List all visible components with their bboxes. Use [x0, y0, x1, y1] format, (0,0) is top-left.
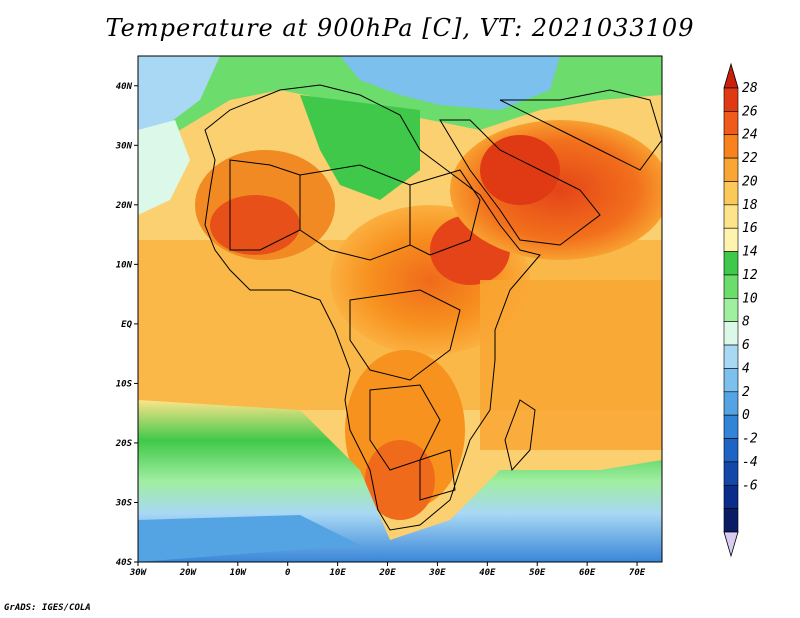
- lat-tick-label: 30N: [115, 141, 133, 151]
- map-title: Temperature at 900hPa [C], VT: 202103310…: [105, 14, 695, 42]
- colorbar-label: 2: [742, 385, 750, 400]
- colorbar-segment: [723, 391, 739, 416]
- lon-tick-label: 30W: [129, 568, 148, 578]
- lon-tick-label: 70E: [629, 568, 646, 578]
- lon-tick-label: 20W: [179, 568, 198, 578]
- colorbar-label: -6: [742, 478, 758, 493]
- colorbar-label: 10: [742, 291, 758, 306]
- colorbar-segment: [723, 111, 739, 136]
- colorbar-top-arrow: [723, 62, 739, 89]
- colorbar-segment: [723, 368, 739, 393]
- lat-tick-label: 20S: [115, 439, 133, 449]
- colorbar-label: -4: [742, 455, 758, 470]
- colorbar-segment: [723, 321, 739, 346]
- colorbar-segment: [723, 438, 739, 463]
- lat-tick-labels: 40N 30N 20N 10N EQ 10S 20S 30S 40S: [115, 82, 138, 568]
- lon-tick-labels: 30W 20W 10W 0 10E 20E 30E 40E 50E 60E 70E: [129, 562, 646, 578]
- colorbar-label: 16: [742, 221, 758, 236]
- lon-tick-label: 10W: [230, 568, 248, 578]
- plot-frame: [137, 55, 663, 563]
- lat-tick-label: 10N: [116, 260, 133, 270]
- colorbar-label: 8: [742, 315, 750, 330]
- colorbar-segment: [723, 181, 739, 206]
- colorbar-segment: [723, 134, 739, 159]
- colorbar-segment: [723, 484, 739, 509]
- lat-tick-label: 30S: [115, 498, 133, 508]
- colorbar-segment: [723, 461, 739, 486]
- lat-tick-label: EQ: [121, 320, 132, 330]
- lat-tick-label: 40N: [116, 82, 133, 92]
- colorbar-label: -2: [742, 432, 758, 447]
- country-borders: [204, 84, 662, 531]
- colorbar-segment: [723, 414, 739, 439]
- colorbar-segment: [723, 87, 739, 112]
- colorbar-segment: [723, 508, 739, 533]
- colorbar-segment: [723, 298, 739, 322]
- colorbar-segment: [723, 344, 739, 369]
- colorbar-label: 24: [742, 128, 758, 143]
- colorbar-label: 26: [742, 104, 758, 119]
- colorbar-label: 20: [742, 174, 758, 189]
- colorbar-segment: [723, 157, 739, 182]
- colorbar-segment: [723, 227, 739, 252]
- lon-tick-label: 60E: [579, 568, 596, 578]
- colorbar-segment: [723, 274, 739, 299]
- lat-tick-label: 20N: [115, 201, 133, 211]
- colorbar-label: 22: [742, 151, 758, 166]
- colorbar-segment: [723, 204, 739, 229]
- lon-tick-label: 30E: [428, 568, 446, 578]
- colorbar-label: 28: [742, 81, 758, 96]
- colorbar-bottom-arrow: [723, 531, 739, 558]
- colorbar-label: 18: [742, 198, 758, 213]
- colorbar-segment: [723, 251, 739, 276]
- grads-credit: GrADS: IGES/COLA: [4, 603, 91, 613]
- lon-tick-label: 20E: [378, 568, 396, 578]
- lon-tick-label: 40E: [479, 568, 496, 578]
- colorbar-label: 4: [742, 361, 750, 376]
- colorbar-label: 6: [742, 338, 750, 353]
- colorbar-label: 0: [742, 408, 750, 423]
- colorbar-label: 14: [742, 245, 758, 260]
- lat-tick-label: 40S: [116, 558, 133, 568]
- lon-tick-label: 10E: [329, 568, 346, 578]
- lon-tick-label: 50E: [529, 568, 546, 578]
- lat-tick-label: 10S: [116, 379, 133, 389]
- map-plot-area: [138, 56, 662, 562]
- lon-tick-label: 0: [285, 568, 291, 578]
- colorbar-label: 12: [742, 268, 758, 283]
